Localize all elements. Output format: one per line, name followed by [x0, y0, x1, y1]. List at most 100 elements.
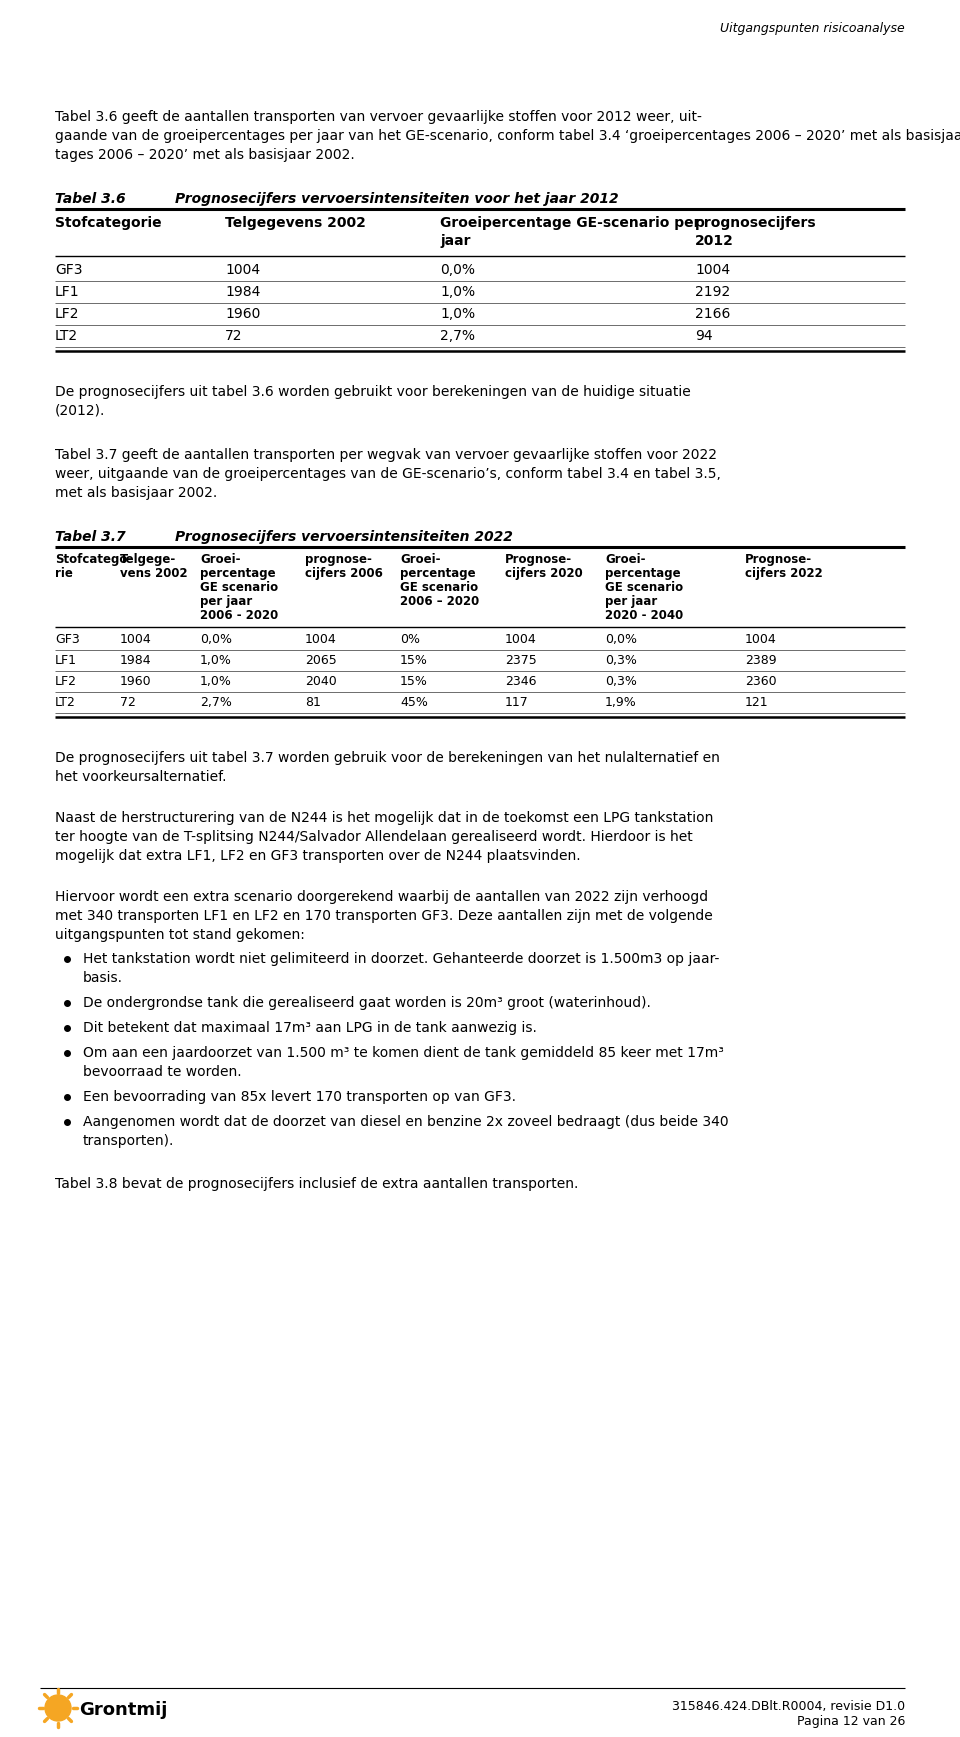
Text: Het tankstation wordt niet gelimiteerd in doorzet. Gehanteerde doorzet is 1.500m: Het tankstation wordt niet gelimiteerd i… [83, 952, 719, 966]
Text: 1004: 1004 [225, 262, 260, 276]
Text: Tabel 3.7: Tabel 3.7 [55, 530, 126, 544]
Text: Prognosecijfers vervoersintensiteiten 2022: Prognosecijfers vervoersintensiteiten 20… [175, 530, 513, 544]
Text: 45%: 45% [400, 697, 428, 709]
Text: 1004: 1004 [120, 632, 152, 646]
Text: 1984: 1984 [120, 655, 152, 667]
Text: 117: 117 [505, 697, 529, 709]
Text: Telgege-: Telgege- [120, 552, 177, 566]
Text: met 340 transporten LF1 en LF2 en 170 transporten GF3. Deze aantallen zijn met d: met 340 transporten LF1 en LF2 en 170 tr… [55, 908, 712, 922]
Text: De ondergrondse tank die gerealiseerd gaat worden is 20m³ groot (waterinhoud).: De ondergrondse tank die gerealiseerd ga… [83, 995, 651, 1009]
Text: cijfers 2022: cijfers 2022 [745, 566, 823, 580]
Text: LF2: LF2 [55, 307, 80, 321]
Text: 2012: 2012 [695, 234, 733, 248]
Text: 2360: 2360 [745, 676, 777, 688]
Text: 0,3%: 0,3% [605, 676, 636, 688]
Text: Tabel 3.6: Tabel 3.6 [55, 193, 126, 207]
Text: (2012).: (2012). [55, 405, 106, 419]
Text: Groei-: Groei- [200, 552, 241, 566]
Text: LF1: LF1 [55, 285, 80, 299]
Text: Een bevoorrading van 85x levert 170 transporten op van GF3.: Een bevoorrading van 85x levert 170 tran… [83, 1091, 516, 1105]
Text: mogelijk dat extra LF1, LF2 en GF3 transporten over de N244 plaatsvinden.: mogelijk dat extra LF1, LF2 en GF3 trans… [55, 849, 581, 863]
Text: 1004: 1004 [745, 632, 777, 646]
Text: uitgangspunten tot stand gekomen:: uitgangspunten tot stand gekomen: [55, 928, 305, 941]
Text: 1960: 1960 [225, 307, 260, 321]
Text: 2389: 2389 [745, 655, 777, 667]
Text: GF3: GF3 [55, 632, 80, 646]
Text: 2065: 2065 [305, 655, 337, 667]
Text: Grontmij: Grontmij [79, 1701, 167, 1720]
Text: basis.: basis. [83, 971, 123, 985]
Text: 121: 121 [745, 697, 769, 709]
Text: 1,0%: 1,0% [200, 655, 232, 667]
Text: Hiervoor wordt een extra scenario doorgerekend waarbij de aantallen van 2022 zij: Hiervoor wordt een extra scenario doorge… [55, 889, 708, 903]
Text: percentage: percentage [400, 566, 475, 580]
Text: 81: 81 [305, 697, 321, 709]
Text: Telgegevens 2002: Telgegevens 2002 [225, 215, 366, 229]
Text: prognosecijfers: prognosecijfers [695, 215, 817, 229]
Text: Aangenomen wordt dat de doorzet van diesel en benzine 2x zoveel bedraagt (dus be: Aangenomen wordt dat de doorzet van dies… [83, 1115, 729, 1129]
Text: Tabel 3.7 geeft de aantallen transporten per wegvak van vervoer gevaarlijke stof: Tabel 3.7 geeft de aantallen transporten… [55, 448, 717, 462]
Text: 2040: 2040 [305, 676, 337, 688]
Text: GF3: GF3 [55, 262, 83, 276]
Text: Prognosecijfers vervoersintensiteiten voor het jaar 2012: Prognosecijfers vervoersintensiteiten vo… [175, 193, 618, 207]
Text: Tabel 3.6 geeft de aantallen transporten van vervoer gevaarlijke stoffen voor 20: Tabel 3.6 geeft de aantallen transporten… [55, 109, 702, 123]
Text: het voorkeursalternatief.: het voorkeursalternatief. [55, 769, 227, 783]
Text: ter hoogte van de T-splitsing N244/Salvador Allendelaan gerealiseerd wordt. Hier: ter hoogte van de T-splitsing N244/Salva… [55, 830, 693, 844]
Text: 72: 72 [225, 328, 243, 342]
Text: 15%: 15% [400, 655, 428, 667]
Text: cijfers 2006: cijfers 2006 [305, 566, 383, 580]
Text: 1004: 1004 [695, 262, 731, 276]
Text: 2020 - 2040: 2020 - 2040 [605, 610, 684, 622]
Text: LT2: LT2 [55, 328, 78, 342]
Text: Prognose-: Prognose- [505, 552, 572, 566]
Text: Groei-: Groei- [400, 552, 441, 566]
Text: 0,0%: 0,0% [605, 632, 637, 646]
Text: percentage: percentage [200, 566, 276, 580]
Text: 0,3%: 0,3% [605, 655, 636, 667]
Text: 1,0%: 1,0% [440, 285, 475, 299]
Text: Stofcategorie: Stofcategorie [55, 215, 161, 229]
Text: per jaar: per jaar [605, 596, 658, 608]
Text: 2346: 2346 [505, 676, 537, 688]
Text: De prognosecijfers uit tabel 3.7 worden gebruik voor de berekeningen van het nul: De prognosecijfers uit tabel 3.7 worden … [55, 750, 720, 764]
Text: De prognosecijfers uit tabel 3.6 worden gebruikt voor berekeningen van de huidig: De prognosecijfers uit tabel 3.6 worden … [55, 386, 691, 400]
Circle shape [45, 1695, 71, 1721]
Text: Uitgangspunten risicoanalyse: Uitgangspunten risicoanalyse [720, 23, 905, 35]
Text: 15%: 15% [400, 676, 428, 688]
Text: Prognose-: Prognose- [745, 552, 812, 566]
Text: 2166: 2166 [695, 307, 731, 321]
Text: 94: 94 [695, 328, 712, 342]
Text: LF2: LF2 [55, 676, 77, 688]
Text: Naast de herstructurering van de N244 is het mogelijk dat in de toekomst een LPG: Naast de herstructurering van de N244 is… [55, 811, 713, 825]
Text: 2006 – 2020: 2006 – 2020 [400, 596, 479, 608]
Text: 2,7%: 2,7% [200, 697, 232, 709]
Text: 1,0%: 1,0% [440, 307, 475, 321]
Text: LT2: LT2 [55, 697, 76, 709]
Text: 1960: 1960 [120, 676, 152, 688]
Text: Groei-: Groei- [605, 552, 645, 566]
Text: jaar: jaar [440, 234, 470, 248]
Text: weer, uitgaande van de groeipercentages van de GE-scenario’s, conform tabel 3.4 : weer, uitgaande van de groeipercentages … [55, 467, 721, 481]
Text: Groeipercentage GE-scenario per: Groeipercentage GE-scenario per [440, 215, 701, 229]
Text: 2375: 2375 [505, 655, 537, 667]
Text: 0,0%: 0,0% [440, 262, 475, 276]
Text: tages 2006 – 2020’ met als basisjaar 2002.: tages 2006 – 2020’ met als basisjaar 200… [55, 148, 355, 162]
Text: Om aan een jaardoorzet van 1.500 m³ te komen dient de tank gemiddeld 85 keer met: Om aan een jaardoorzet van 1.500 m³ te k… [83, 1046, 724, 1060]
Text: cijfers 2020: cijfers 2020 [505, 566, 583, 580]
Text: 0%: 0% [400, 632, 420, 646]
Text: vens 2002: vens 2002 [120, 566, 187, 580]
Text: 72: 72 [120, 697, 136, 709]
Text: 1004: 1004 [305, 632, 337, 646]
Text: 2192: 2192 [695, 285, 731, 299]
Text: gaande van de groeipercentages per jaar van het GE-scenario, conform tabel 3.4 ‘: gaande van de groeipercentages per jaar … [55, 129, 960, 142]
Text: Stofcatego-: Stofcatego- [55, 552, 132, 566]
Text: rie: rie [55, 566, 73, 580]
Text: transporten).: transporten). [83, 1134, 175, 1148]
Text: 1,9%: 1,9% [605, 697, 636, 709]
Text: 315846.424.DBlt.R0004, revisie D1.0: 315846.424.DBlt.R0004, revisie D1.0 [672, 1701, 905, 1713]
Text: Pagina 12 van 26: Pagina 12 van 26 [797, 1714, 905, 1728]
Text: GE scenario: GE scenario [400, 580, 478, 594]
Text: Tabel 3.8 bevat de prognosecijfers inclusief de extra aantallen transporten.: Tabel 3.8 bevat de prognosecijfers inclu… [55, 1178, 578, 1192]
Text: prognose-: prognose- [305, 552, 372, 566]
Text: LF1: LF1 [55, 655, 77, 667]
